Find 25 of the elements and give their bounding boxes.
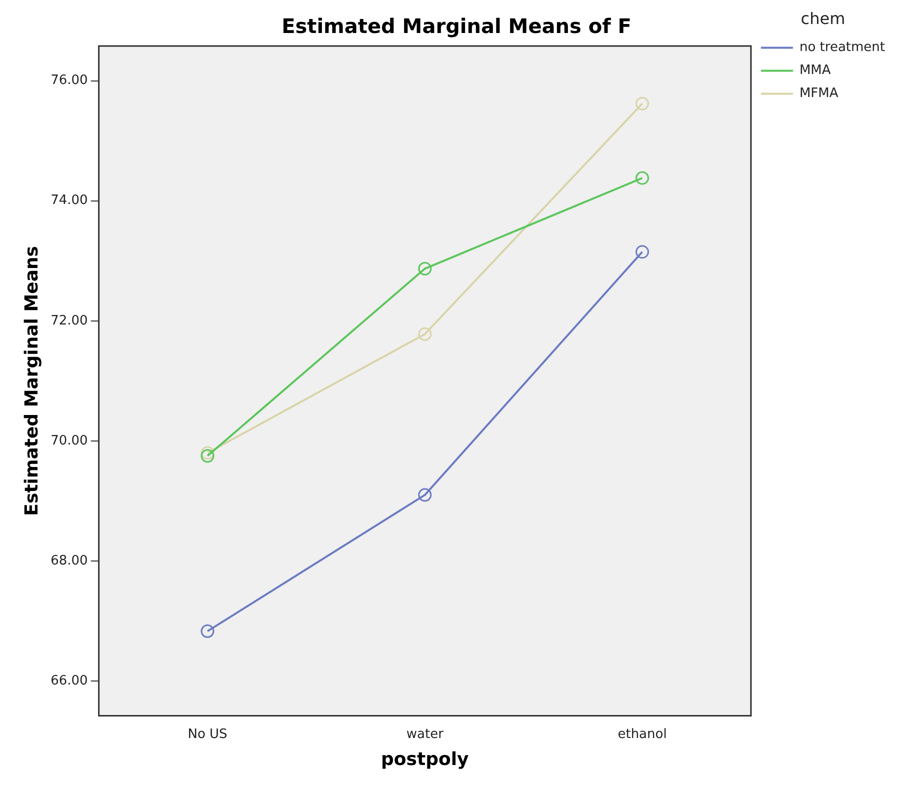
point — [418, 262, 432, 276]
legend-label: MMA — [799, 63, 831, 78]
point — [418, 488, 432, 502]
y-tick-label: 74.00 — [50, 193, 88, 208]
x-axis-title: postpoly — [381, 748, 470, 770]
y-tick-label: 72.00 — [50, 313, 88, 328]
point — [636, 96, 650, 110]
y-tick-label: 76.00 — [50, 73, 88, 88]
legend-label: no treatment — [799, 40, 886, 56]
legend-label: MFMA — [799, 86, 838, 102]
point — [200, 446, 214, 460]
x-tick-label: water — [406, 726, 444, 742]
point — [418, 327, 432, 341]
point — [200, 449, 214, 463]
x-tick-label: No US — [188, 726, 228, 742]
y-tick-label: 70.00 — [50, 433, 88, 448]
y-axis-title: Estimated Marginal Means — [21, 246, 42, 516]
point — [200, 624, 214, 638]
point — [636, 245, 650, 259]
legend-title: chem — [800, 9, 846, 28]
y-tick-label: 68.00 — [50, 553, 88, 568]
x-tick-label: ethanol — [618, 726, 667, 742]
point — [636, 171, 650, 185]
y-tick-label: 66.00 — [50, 673, 88, 688]
chart-title: Estimated Marginal Means of F — [282, 14, 632, 38]
